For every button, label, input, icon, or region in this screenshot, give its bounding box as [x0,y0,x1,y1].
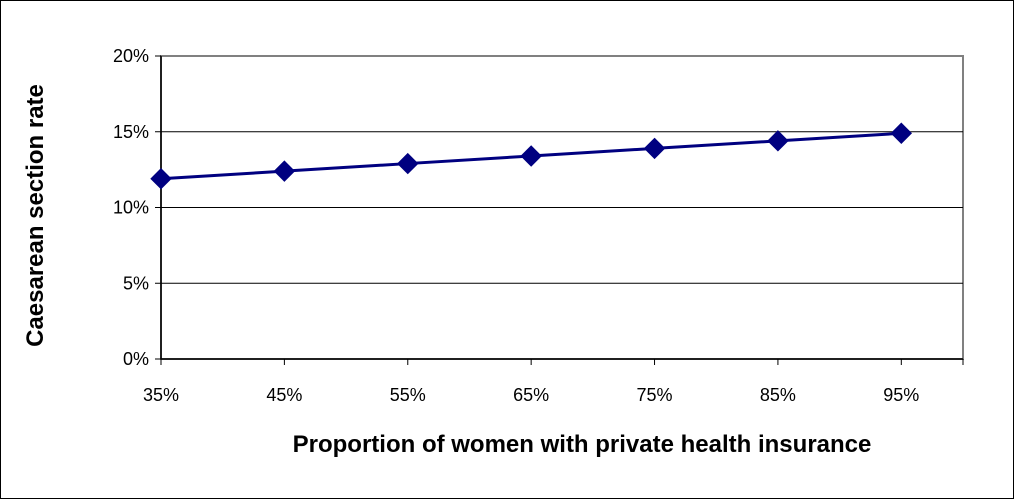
x-axis-title: Proportion of women with private health … [293,431,872,458]
x-tick-label: 75% [637,385,673,405]
y-tick-label: 20% [113,46,149,66]
data-point-marker [397,152,419,175]
x-tick-label: 85% [760,385,796,405]
x-tick-label: 55% [390,385,426,405]
tick-labels: 0% 5% 10% 15% 20% 35% 45% 55% 65% 75% 85% 95% [113,46,919,405]
data-point-marker [890,122,913,144]
x-tick-label: 95% [883,385,919,405]
data-point-marker [520,145,542,167]
gridlines [161,131,963,284]
x-tick-label: 65% [513,385,549,405]
data-point-marker [273,160,296,182]
x-tick-label: 35% [143,385,179,405]
series-layer [150,122,913,190]
data-point-marker [767,130,789,152]
y-tick-label: 5% [123,273,149,293]
x-tick-label: 45% [266,385,302,405]
y-axis-title: Caesarean section rate [22,84,49,347]
y-tick-label: 10% [113,198,149,218]
y-tick-label: 0% [123,349,149,369]
y-tick-label: 15% [113,122,149,142]
data-point-marker [643,137,666,160]
axes [155,55,964,365]
data-point-marker [150,168,172,190]
